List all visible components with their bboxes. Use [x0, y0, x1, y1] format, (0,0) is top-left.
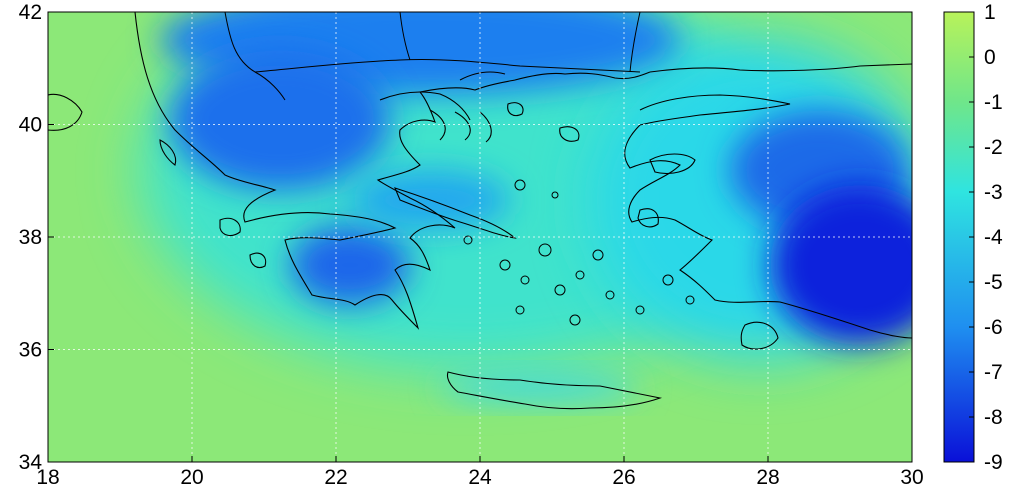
coastlines	[48, 12, 912, 410]
colorbar-tick-label: -9	[984, 451, 1003, 474]
island	[605, 290, 615, 300]
field-region-crete	[440, 374, 640, 402]
island	[662, 274, 674, 286]
colorbar-tick-label: -3	[984, 181, 1003, 204]
plot-area	[48, 12, 912, 462]
island	[551, 191, 559, 199]
y-tick-label: 42	[19, 1, 42, 24]
colorbar-tick-label: -6	[984, 316, 1003, 339]
colorbar-tick-label: 1	[984, 1, 996, 24]
island	[592, 249, 604, 261]
island	[554, 284, 566, 296]
colorbar-tick-label: -4	[984, 226, 1003, 249]
colorbar-tick-label: -5	[984, 271, 1003, 294]
field-region-anatolia-southwest	[770, 185, 912, 345]
coastline-corfu	[159, 139, 177, 166]
field-region-epirus	[170, 50, 390, 190]
y-axis: 34 36 38 40 42	[19, 1, 54, 474]
island	[499, 259, 511, 271]
coastline-zakynthos	[249, 252, 267, 269]
island	[575, 270, 585, 280]
colorbar-tick-label: 0	[984, 46, 996, 69]
cyclades-islands	[463, 179, 695, 326]
coastline-lemnos	[559, 126, 580, 142]
x-tick-label: 20	[180, 466, 203, 489]
coastline-mainland	[134, 12, 651, 330]
island	[463, 235, 473, 245]
border-north	[254, 58, 641, 73]
x-tick-label: 28	[756, 466, 779, 489]
colorbar-tick-label: -2	[984, 136, 1003, 159]
coastline-euboea	[394, 187, 517, 239]
grid-lines	[48, 12, 912, 462]
border-east	[629, 12, 641, 73]
island	[538, 243, 552, 257]
borders	[224, 12, 641, 101]
coastline-rhodes	[740, 321, 779, 350]
colorbar-axis: 1 0 -1 -2 -3 -4 -5 -6 -7 -8 -9	[969, 1, 1003, 474]
field-low-regions	[140, 12, 912, 402]
x-tick-label: 24	[468, 466, 492, 489]
x-tick-label: 22	[324, 466, 347, 489]
island	[520, 275, 530, 285]
coastline-kefalonia	[219, 217, 241, 237]
x-tick-label: 18	[36, 466, 59, 489]
coastline-thrace	[379, 71, 506, 121]
coastline-lesbos	[649, 153, 696, 175]
border-albania-greece	[224, 12, 286, 101]
colorbar-tick-label: -1	[984, 91, 1003, 114]
coastline-chios	[637, 208, 659, 228]
island	[635, 305, 645, 315]
island	[685, 295, 695, 305]
colorbar-tick-label: -7	[984, 361, 1003, 384]
coastline-italy-heel	[48, 93, 83, 131]
y-tick-label: 34	[19, 451, 43, 474]
y-tick-label: 40	[19, 114, 42, 137]
coastline-anatolia	[624, 63, 912, 339]
field-region-peloponnese	[290, 225, 410, 305]
coastline-thasos	[507, 102, 524, 117]
y-tick-label: 36	[19, 339, 42, 362]
colorbar-tick-label: -8	[984, 406, 1003, 429]
x-tick-label: 26	[612, 466, 635, 489]
border-balkan-north	[399, 12, 411, 61]
island	[515, 305, 525, 315]
x-axis: 18 20 22 24 26 28 30	[36, 456, 924, 489]
coastline-crete	[446, 371, 663, 410]
island	[514, 179, 526, 191]
x-tick-label: 30	[900, 466, 923, 489]
y-tick-label: 38	[19, 226, 42, 249]
island	[569, 314, 581, 326]
